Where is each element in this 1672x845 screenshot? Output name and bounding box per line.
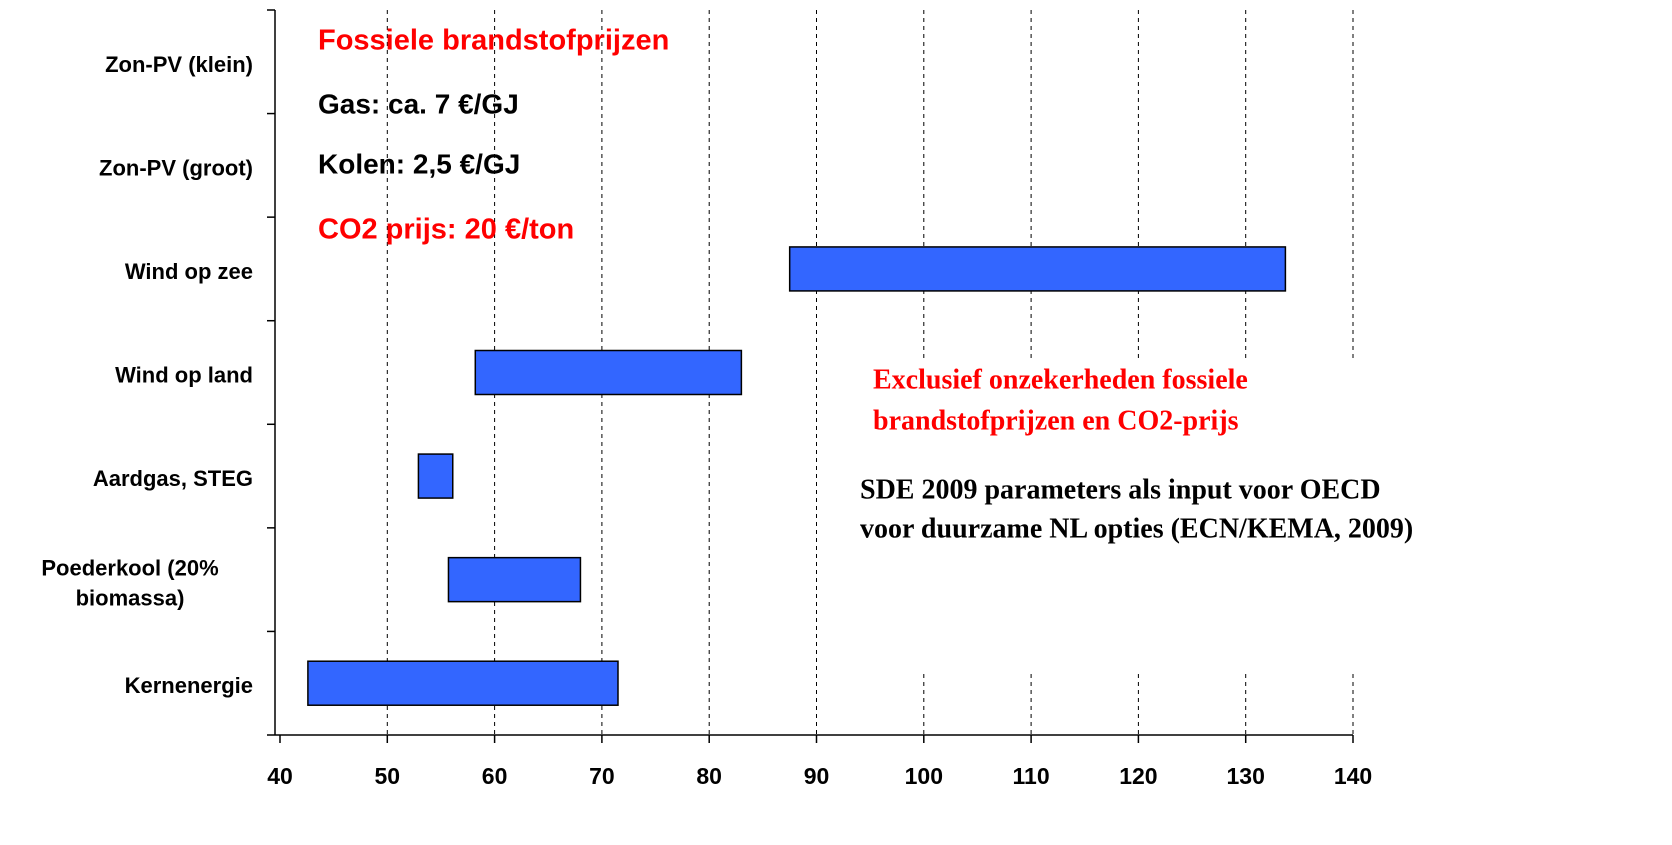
x-tick-label: 50	[375, 763, 401, 789]
annotation: voor duurzame NL opties (ECN/KEMA, 2009)	[860, 513, 1413, 544]
x-tick-label: 140	[1334, 763, 1372, 789]
x-tick-label: 80	[696, 763, 722, 789]
annotation: Gas: ca. 7 €/GJ	[318, 88, 519, 119]
category-label-line: Aardgas, STEG	[93, 466, 253, 491]
category-label: Wind op land	[115, 362, 253, 387]
category-label: Zon-PV (groot)	[99, 155, 253, 180]
category-label: Zon-PV (klein)	[105, 52, 253, 77]
category-label: Aardgas, STEG	[93, 466, 253, 491]
category-label-line: biomassa)	[76, 585, 185, 610]
x-tick-label: 60	[482, 763, 508, 789]
x-tick-label: 70	[589, 763, 615, 789]
category-label: Wind op zee	[125, 259, 253, 284]
category-label-line: Wind op land	[115, 362, 253, 387]
x-tick-label: 130	[1227, 763, 1265, 789]
category-label-line: Kernenergie	[125, 673, 253, 698]
x-tick-label: 120	[1119, 763, 1157, 789]
annotation: CO2 prijs: 20 €/ton	[318, 214, 574, 246]
annotation: Kolen: 2,5 €/GJ	[318, 148, 520, 179]
annotation: SDE 2009 parameters als input voor OECD	[860, 474, 1381, 505]
x-tick-label: 100	[905, 763, 943, 789]
category-label-line: Wind op zee	[125, 259, 253, 284]
category-label-line: Zon-PV (klein)	[105, 52, 253, 77]
annotation: Exclusief onzekerheden fossiele	[873, 364, 1248, 395]
x-tick-label: 90	[804, 763, 830, 789]
bar	[447, 556, 582, 603]
x-tick-label: 40	[267, 763, 293, 789]
bar	[307, 660, 619, 706]
bar	[474, 349, 743, 396]
category-label: Poederkool (20% biomassa)	[41, 555, 218, 610]
annotation: Fossiele brandstofprijzen	[318, 25, 669, 57]
bar	[417, 453, 454, 499]
category-label: Kernenergie	[125, 673, 253, 698]
annotation-box	[860, 358, 1380, 670]
x-tick-label: 110	[1013, 763, 1050, 789]
bar	[788, 246, 1287, 292]
category-label-line: Zon-PV (groot)	[99, 155, 253, 180]
annotation: brandstofprijzen en CO2-prijs	[873, 405, 1239, 436]
category-label-line: Poederkool (20%	[41, 555, 218, 580]
